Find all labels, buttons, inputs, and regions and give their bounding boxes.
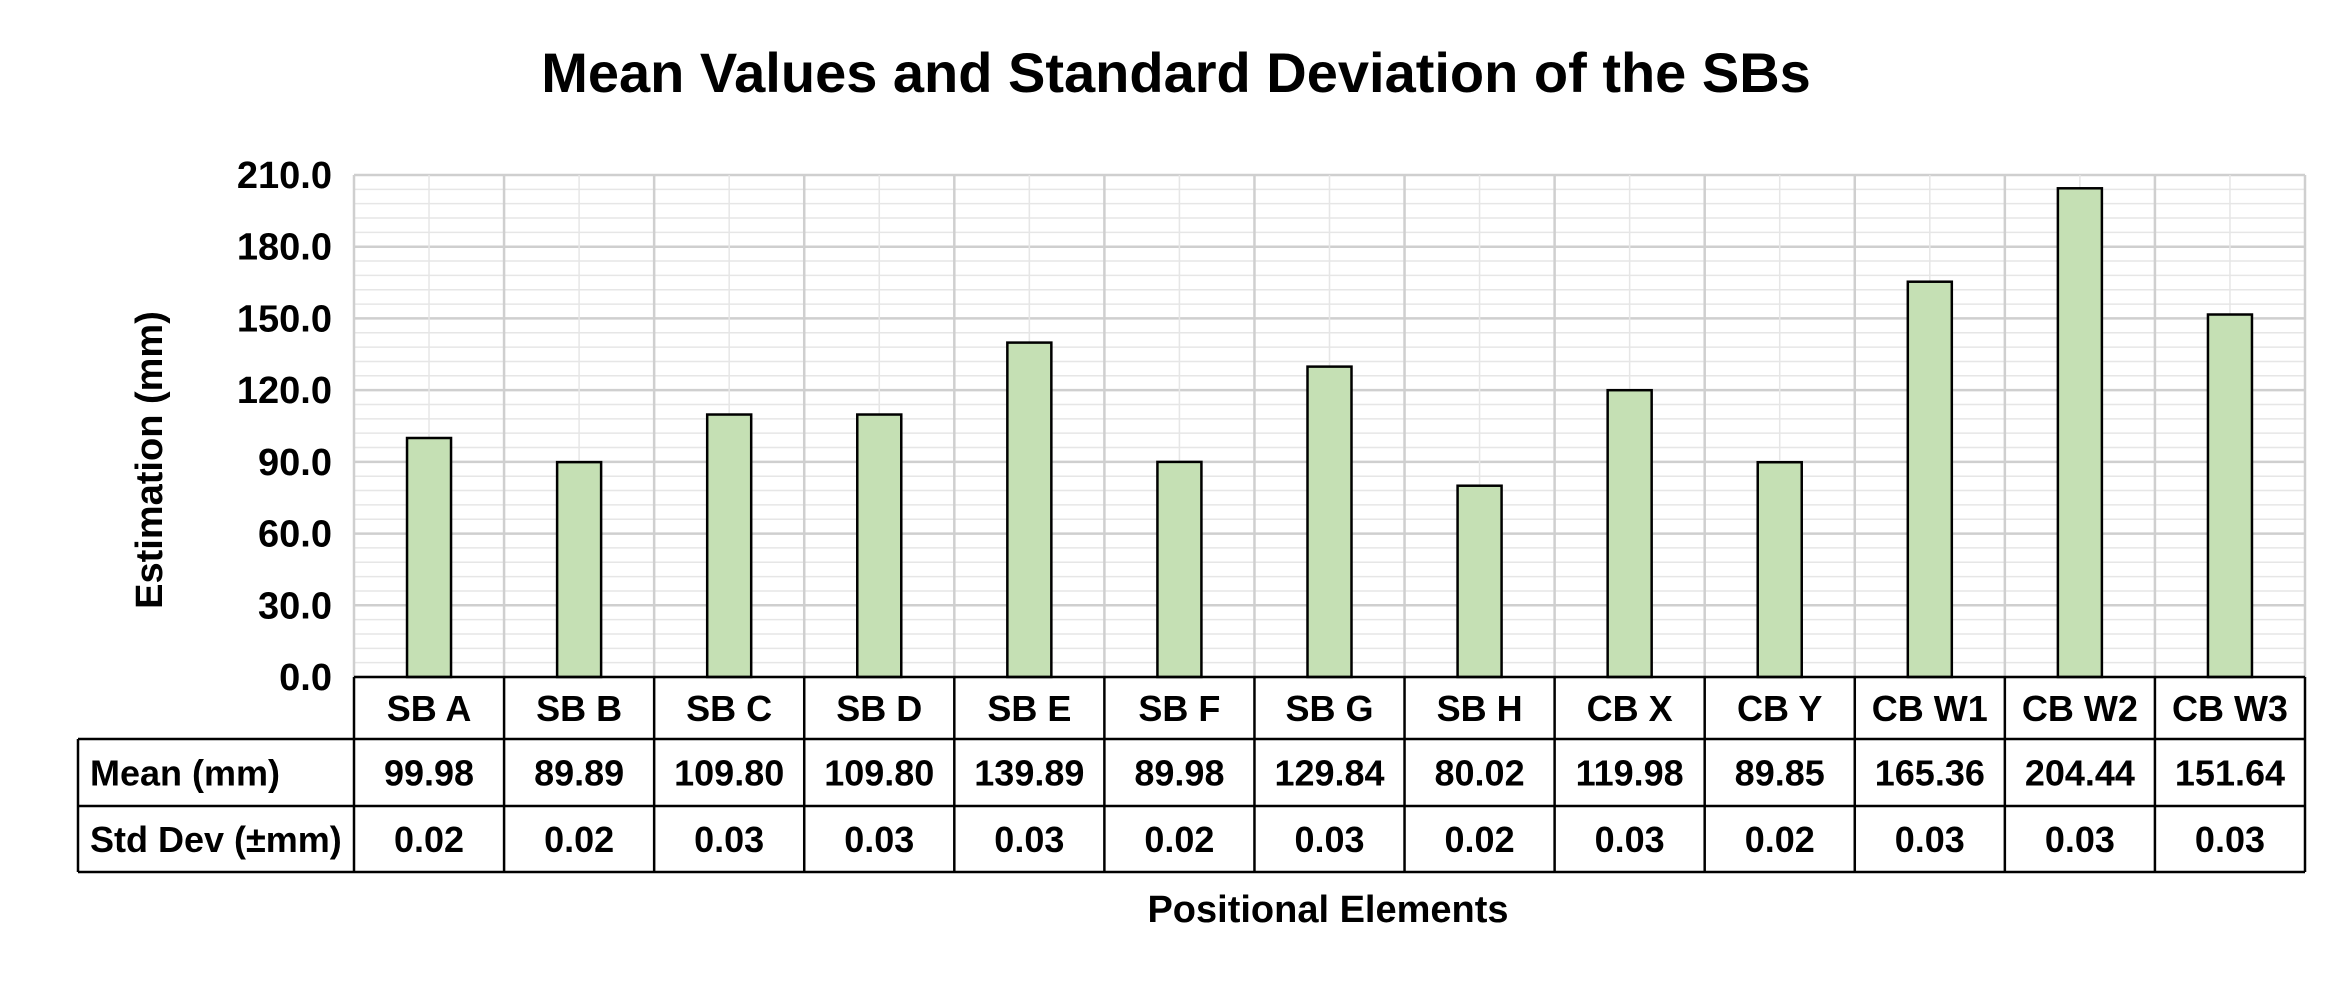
x-category-label: CB W2 bbox=[2022, 688, 2138, 729]
mean-value-label: 99.98 bbox=[384, 753, 474, 794]
x-category-label: SB E bbox=[987, 688, 1071, 729]
y-tick-label: 0.0 bbox=[279, 657, 332, 699]
mean-value-label: 151.64 bbox=[2175, 753, 2285, 794]
x-category-label: CB Y bbox=[1737, 688, 1822, 729]
mean-value-label: 129.84 bbox=[1274, 753, 1384, 794]
x-category-label: CB X bbox=[1587, 688, 1673, 729]
x-category-label: SB G bbox=[1285, 688, 1373, 729]
mean-value-label: 119.98 bbox=[1576, 753, 1684, 794]
bar bbox=[1756, 460, 1803, 679]
x-category-label: SB B bbox=[536, 688, 622, 729]
bar bbox=[2206, 313, 2254, 679]
bar bbox=[1456, 484, 1503, 679]
x-category-label: CB W3 bbox=[2172, 688, 2288, 729]
data-table: SB A SB B SB C SB D SB E SB F SB G SB H CB X CB Y… bbox=[76, 675, 2307, 874]
y-axis-label: Estimation (mm) bbox=[129, 311, 171, 609]
stddev-value-label: 0.02 bbox=[1445, 819, 1515, 860]
bar bbox=[405, 436, 453, 679]
stddev-value-label: 0.03 bbox=[1895, 819, 1965, 860]
x-category-label: SB D bbox=[836, 688, 922, 729]
x-category-label: SB F bbox=[1138, 688, 1220, 729]
y-tick-label: 150.0 bbox=[237, 298, 332, 340]
y-tick-label: 90.0 bbox=[258, 442, 332, 484]
stddev-value-label: 0.03 bbox=[694, 819, 764, 860]
bar bbox=[2056, 187, 2104, 679]
x-category-label: SB C bbox=[686, 688, 772, 729]
bar bbox=[1306, 365, 1353, 679]
stddev-value-label: 0.02 bbox=[544, 819, 614, 860]
stddev-value-label: 0.02 bbox=[1144, 819, 1214, 860]
mean-value-label: 80.02 bbox=[1435, 753, 1525, 794]
table-row-header: Mean (mm) bbox=[90, 753, 280, 794]
y-tick-label: 60.0 bbox=[258, 514, 332, 556]
mean-value-label: 89.85 bbox=[1735, 753, 1825, 794]
stddev-value-label: 0.03 bbox=[2195, 819, 2265, 860]
bar bbox=[555, 460, 603, 679]
y-tick-label: 180.0 bbox=[237, 227, 332, 269]
x-category-label: SB A bbox=[387, 688, 472, 729]
mean-value-label: 89.98 bbox=[1134, 753, 1224, 794]
stddev-value-label: 0.02 bbox=[1745, 819, 1815, 860]
x-category-label: SB H bbox=[1437, 688, 1523, 729]
x-axis-label: Positional Elements bbox=[1147, 889, 1508, 931]
stddev-value-label: 0.03 bbox=[994, 819, 1064, 860]
stddev-value-label: 0.02 bbox=[394, 819, 464, 860]
table-row-header: Std Dev (±mm) bbox=[90, 819, 342, 860]
mean-value-label: 109.80 bbox=[824, 753, 934, 794]
stddev-value-label: 0.03 bbox=[844, 819, 914, 860]
bar bbox=[856, 413, 903, 679]
mean-value-label: 165.36 bbox=[1875, 753, 1985, 794]
bar bbox=[705, 413, 753, 679]
x-category-label: CB W1 bbox=[1872, 688, 1988, 729]
y-tick-label: 210.0 bbox=[237, 155, 332, 197]
y-tick-label: 30.0 bbox=[258, 585, 332, 627]
bar bbox=[1906, 280, 1954, 679]
chart-title: Mean Values and Standard Deviation of th… bbox=[541, 41, 1811, 104]
bar bbox=[1606, 388, 1653, 679]
stddev-value-label: 0.03 bbox=[1595, 819, 1665, 860]
bar bbox=[1156, 460, 1203, 679]
mean-value-label: 89.89 bbox=[534, 753, 624, 794]
y-tick-label: 120.0 bbox=[237, 370, 332, 412]
bar bbox=[1006, 341, 1053, 679]
stddev-value-label: 0.03 bbox=[2045, 819, 2115, 860]
mean-value-label: 109.80 bbox=[674, 753, 784, 794]
stddev-value-label: 0.03 bbox=[1294, 819, 1364, 860]
y-axis-ticks: 0.0 30.0 60.0 90.0 120.0 150.0 180.0 210.0 bbox=[237, 155, 332, 699]
mean-value-label: 139.89 bbox=[974, 753, 1084, 794]
mean-value-label: 204.44 bbox=[2025, 753, 2135, 794]
